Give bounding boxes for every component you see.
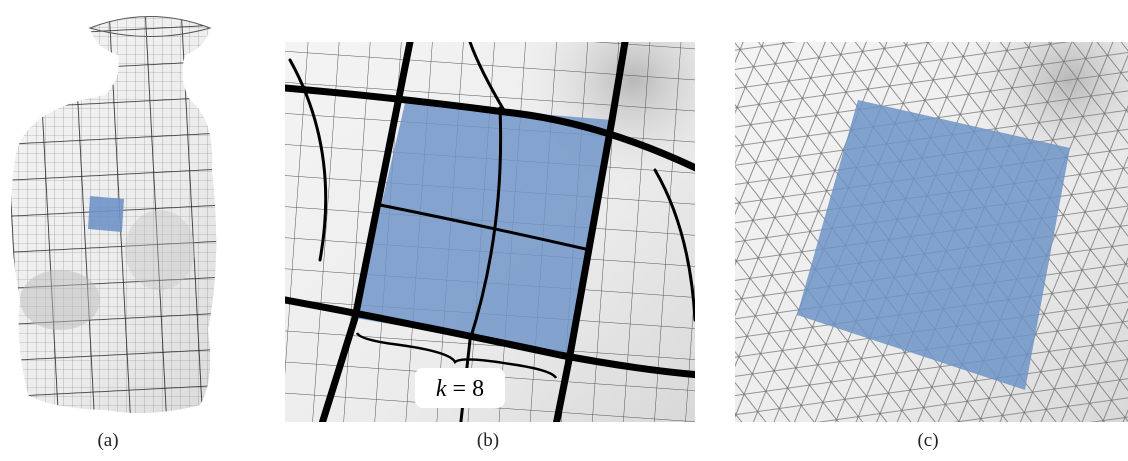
k-value: 8 [472,376,484,402]
k-label: k = 8 [436,376,484,402]
zoom-triangle-mesh [735,42,1128,422]
k-symbol: k [436,376,447,402]
zoom-quad-mesh: k = 8 [285,42,700,430]
figure: k = 8 (a) (b) (c) [0,0,1128,461]
caption: (c) [917,430,938,451]
caption: (b) [477,430,499,451]
k-relation: = [453,376,467,402]
vase-render [0,0,230,420]
caption: (a) [97,430,118,451]
